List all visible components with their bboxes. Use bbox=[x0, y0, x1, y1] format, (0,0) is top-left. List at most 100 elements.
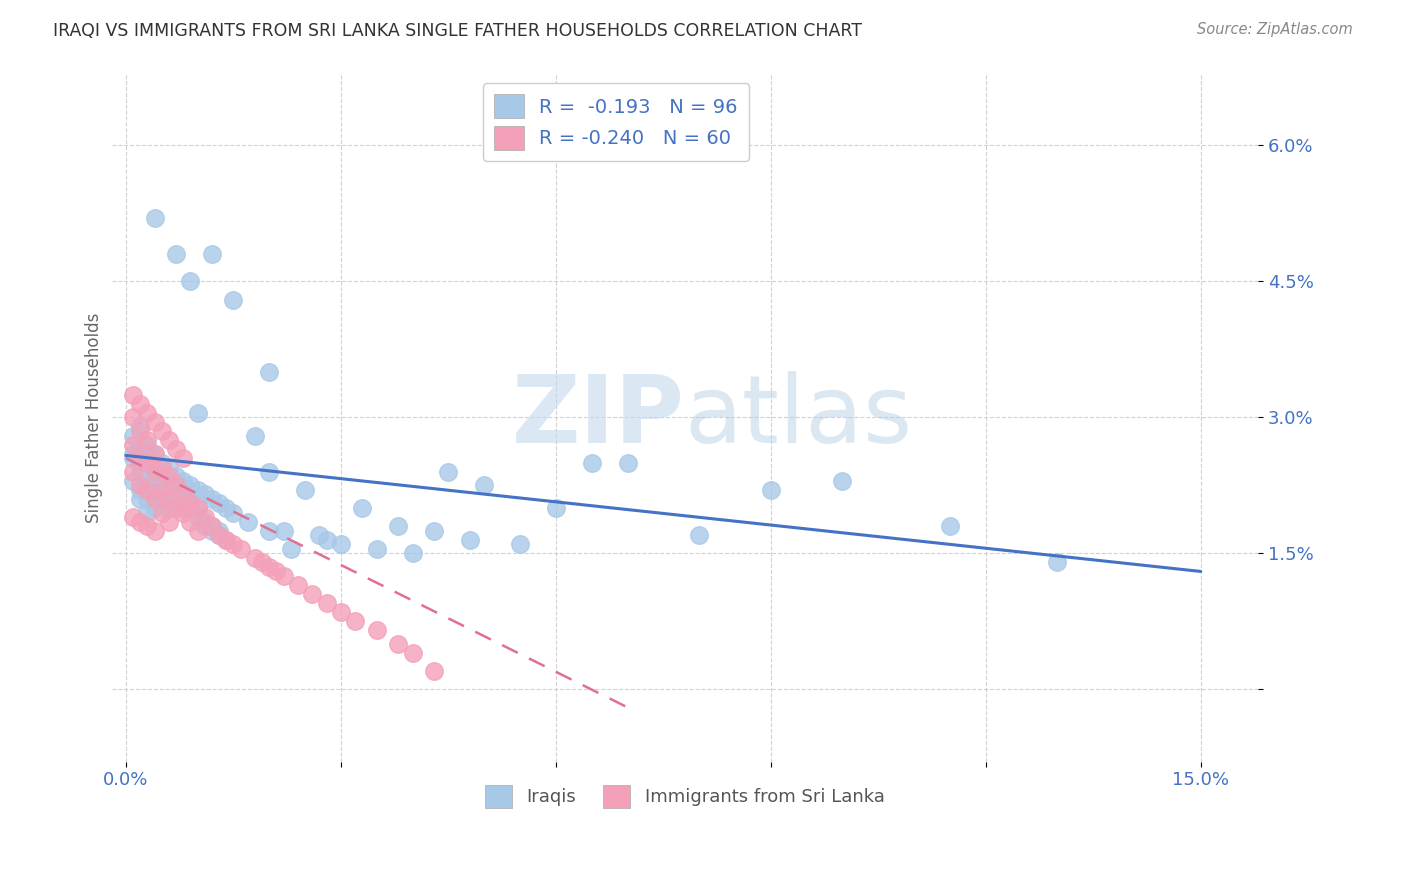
Point bbox=[215, 533, 238, 547]
Point bbox=[179, 275, 201, 289]
Point bbox=[143, 456, 166, 470]
Point bbox=[143, 415, 166, 429]
Point bbox=[136, 437, 159, 451]
Point bbox=[129, 442, 152, 456]
Point bbox=[165, 442, 187, 456]
Point bbox=[259, 524, 281, 538]
Point bbox=[136, 465, 159, 479]
Point bbox=[129, 515, 152, 529]
Point bbox=[143, 491, 166, 506]
Point bbox=[201, 491, 224, 506]
Point bbox=[172, 506, 194, 520]
Point bbox=[122, 428, 145, 442]
Point bbox=[187, 483, 209, 497]
Point bbox=[308, 528, 330, 542]
Point bbox=[423, 524, 446, 538]
Point bbox=[129, 424, 152, 438]
Point bbox=[437, 465, 460, 479]
Point bbox=[136, 506, 159, 520]
Point bbox=[157, 474, 180, 488]
Point bbox=[165, 247, 187, 261]
Point bbox=[273, 569, 295, 583]
Point bbox=[143, 474, 166, 488]
Point bbox=[143, 487, 166, 501]
Point bbox=[939, 519, 962, 533]
Point bbox=[157, 487, 180, 501]
Point bbox=[215, 501, 238, 516]
Point bbox=[165, 469, 187, 483]
Point bbox=[208, 528, 231, 542]
Point bbox=[136, 447, 159, 461]
Point bbox=[157, 433, 180, 447]
Point bbox=[165, 501, 187, 516]
Point bbox=[150, 469, 173, 483]
Point bbox=[136, 491, 159, 506]
Point bbox=[150, 460, 173, 475]
Point bbox=[366, 624, 388, 638]
Point bbox=[759, 483, 782, 497]
Point bbox=[129, 456, 152, 470]
Point bbox=[301, 587, 323, 601]
Point bbox=[136, 456, 159, 470]
Point bbox=[509, 537, 531, 551]
Point bbox=[172, 487, 194, 501]
Point bbox=[179, 501, 201, 516]
Point bbox=[143, 447, 166, 461]
Point bbox=[179, 515, 201, 529]
Point bbox=[157, 515, 180, 529]
Point bbox=[401, 546, 423, 560]
Point bbox=[352, 501, 374, 516]
Point bbox=[165, 483, 187, 497]
Point bbox=[150, 424, 173, 438]
Point bbox=[129, 397, 152, 411]
Point bbox=[172, 501, 194, 516]
Point bbox=[136, 406, 159, 420]
Point bbox=[201, 524, 224, 538]
Point bbox=[122, 388, 145, 402]
Point bbox=[165, 483, 187, 497]
Point bbox=[194, 519, 217, 533]
Point bbox=[208, 524, 231, 538]
Point bbox=[136, 451, 159, 466]
Point bbox=[280, 541, 302, 556]
Point bbox=[366, 541, 388, 556]
Point bbox=[187, 501, 209, 516]
Point bbox=[194, 510, 217, 524]
Point bbox=[273, 524, 295, 538]
Point bbox=[387, 637, 409, 651]
Point bbox=[136, 433, 159, 447]
Point bbox=[329, 605, 352, 619]
Point bbox=[222, 506, 245, 520]
Point bbox=[179, 496, 201, 510]
Point bbox=[150, 465, 173, 479]
Point bbox=[250, 555, 273, 569]
Point bbox=[458, 533, 481, 547]
Point bbox=[187, 510, 209, 524]
Point bbox=[187, 501, 209, 516]
Point bbox=[266, 565, 288, 579]
Point bbox=[201, 519, 224, 533]
Point bbox=[236, 515, 259, 529]
Point bbox=[129, 478, 152, 492]
Point bbox=[194, 515, 217, 529]
Point bbox=[143, 460, 166, 475]
Point bbox=[344, 615, 367, 629]
Point bbox=[122, 447, 145, 461]
Point bbox=[165, 496, 187, 510]
Point bbox=[315, 596, 337, 610]
Point bbox=[243, 550, 266, 565]
Point bbox=[150, 456, 173, 470]
Point bbox=[688, 528, 710, 542]
Point bbox=[315, 533, 337, 547]
Point bbox=[172, 487, 194, 501]
Point bbox=[187, 406, 209, 420]
Point bbox=[122, 437, 145, 451]
Point bbox=[143, 211, 166, 225]
Point bbox=[294, 483, 316, 497]
Point bbox=[172, 474, 194, 488]
Point bbox=[157, 474, 180, 488]
Point bbox=[194, 487, 217, 501]
Point bbox=[129, 491, 152, 506]
Point bbox=[129, 419, 152, 434]
Point bbox=[122, 410, 145, 425]
